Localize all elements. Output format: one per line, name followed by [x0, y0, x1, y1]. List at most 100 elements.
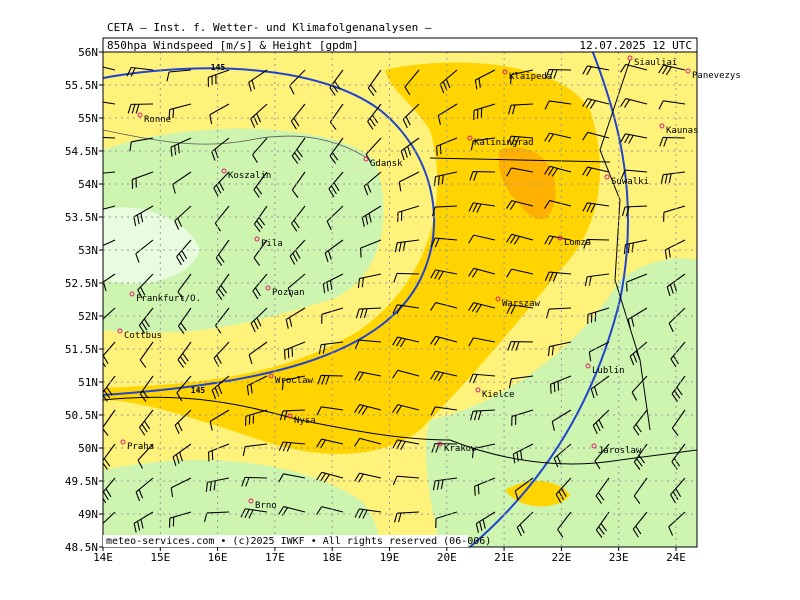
barb-flag: [103, 491, 109, 501]
barb-flag: [439, 84, 445, 94]
barb-flag: [519, 524, 525, 534]
barb-flag: [174, 220, 180, 230]
barb-flag: [361, 406, 368, 415]
contour-label: 145: [211, 63, 226, 72]
barb-flag: [255, 186, 263, 195]
barb-flag: [628, 135, 634, 144]
barb-flag: [589, 100, 596, 109]
barb-flag: [673, 458, 681, 467]
barb-flag: [430, 370, 437, 380]
barb-flag: [635, 423, 642, 433]
barb-flag: [209, 114, 213, 125]
barb-flag: [430, 269, 436, 279]
lat-label: 50N: [78, 442, 98, 455]
barb-flag: [471, 448, 475, 459]
barb-staff: [396, 272, 420, 275]
barb-staff: [511, 268, 534, 275]
lat-label: 51N: [78, 376, 98, 389]
barb-staff: [663, 100, 686, 105]
grid: [103, 52, 697, 547]
lat-label: 54.5N: [65, 145, 98, 158]
barb-flag: [586, 66, 592, 76]
barb-flag: [548, 236, 554, 246]
barb-flag: [666, 286, 671, 297]
barb-flag: [319, 473, 327, 482]
city-marker: [363, 156, 369, 162]
barb-flag: [405, 116, 411, 126]
barb-flag: [293, 117, 300, 127]
barb-flag: [468, 373, 474, 384]
barb-flag: [142, 390, 149, 399]
barb-flag: [469, 171, 474, 181]
height-contour: [469, 44, 630, 547]
barb-flag: [506, 304, 512, 314]
barb-flag: [103, 394, 108, 402]
barb-flag: [584, 276, 588, 287]
field-gold: [505, 480, 570, 507]
barb-staff: [176, 375, 192, 394]
lat-label: 49N: [78, 508, 98, 521]
barb-flag: [438, 271, 444, 280]
city-marker: [129, 291, 135, 297]
height-contour: [103, 67, 436, 396]
barb-flag: [317, 375, 322, 385]
barb-flag: [397, 512, 402, 523]
lon-label: 17E: [265, 551, 285, 564]
contour-label: 145: [191, 386, 206, 395]
lat-label: 56N: [78, 46, 98, 59]
barb-flag: [552, 272, 558, 282]
barb-flag: [402, 119, 408, 129]
barb-flag: [404, 86, 411, 96]
barb-flag: [582, 98, 589, 107]
barb-flag: [547, 167, 555, 176]
barb-flag: [583, 239, 588, 249]
barb-flag: [289, 317, 293, 327]
barb-flag: [177, 359, 184, 368]
barb-flag: [635, 525, 642, 535]
lon-label: 22E: [551, 551, 571, 564]
barb-staff: [511, 167, 534, 173]
barb-flag: [436, 146, 438, 156]
barb-flag: [476, 203, 482, 213]
barb-flag: [138, 324, 145, 334]
barb-flag: [516, 527, 522, 537]
footer: meteo-services.com • (c)2025 IWKF • All …: [106, 536, 491, 547]
barb-flag: [430, 302, 437, 311]
lon-label: 16E: [208, 551, 228, 564]
barb-staff: [103, 136, 116, 139]
barb-flag: [633, 427, 640, 436]
barb-flag: [393, 273, 398, 283]
city-label: Koszalin: [228, 171, 271, 181]
lat-label: 52.5N: [65, 277, 98, 290]
barb-flag: [662, 65, 668, 75]
barb-flag: [597, 492, 605, 501]
barb-flag: [506, 268, 513, 278]
barb-flag: [627, 243, 630, 254]
barb-flag: [141, 321, 148, 331]
barb-flag: [168, 109, 171, 120]
barb-flag: [361, 277, 364, 288]
barb-flag: [215, 257, 223, 266]
barb-flag: [392, 336, 399, 346]
barb-flag: [327, 250, 332, 260]
city-label: Brno: [255, 501, 277, 511]
barb-flag: [329, 280, 333, 290]
barb-flag: [507, 341, 512, 351]
barb-staff: [245, 443, 268, 448]
barb-flag: [362, 509, 368, 519]
barb-flag: [182, 352, 189, 362]
barb-flag: [143, 420, 151, 430]
city-marker: [268, 373, 274, 379]
lon-label: 19E: [380, 551, 400, 564]
barb-staff: [549, 200, 572, 207]
lat-label: 51.5N: [65, 343, 98, 356]
city-label: Pila: [261, 239, 283, 249]
barb-flag: [295, 250, 301, 259]
barb-flag: [669, 284, 674, 294]
barb-flag: [660, 174, 664, 185]
barb-staff: [473, 137, 496, 142]
barb-flag: [507, 105, 512, 115]
city-label: Warszaw: [502, 299, 541, 309]
barb-flag: [582, 166, 589, 176]
barb-flag: [506, 200, 513, 209]
